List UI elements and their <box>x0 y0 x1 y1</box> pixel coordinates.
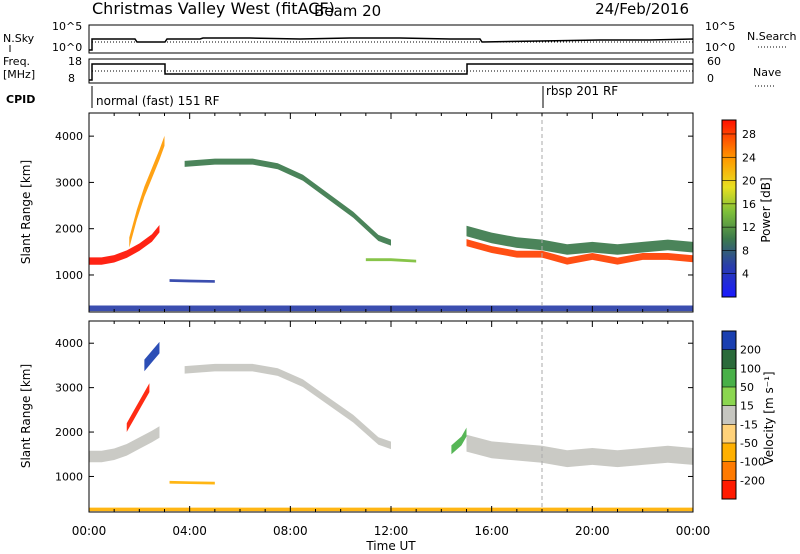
power-colorbar-tick-label: 8 <box>742 244 749 257</box>
power-panel: 1000 2000 3000 4000 Slant Range [km] <box>19 112 694 313</box>
x-tick-label: 20:00 <box>575 524 610 538</box>
velocity-colorbar: -200 -100 -50 -15 15 50 100 200 Velocity [m s⁻¹… <box>721 330 776 500</box>
velocity-band-0 <box>89 426 160 463</box>
power-colorbar-tick-label: 28 <box>742 128 756 141</box>
x-tick-label: 08:00 <box>273 524 308 538</box>
velocity-colorbar-tick-label: 50 <box>740 381 754 394</box>
freq-label: Freq. <box>3 55 30 68</box>
velocity-colorbar-block <box>722 424 736 443</box>
plot-title: Christmas Valley West (fitACF) <box>92 0 335 18</box>
velocity-ylabel: Slant Range [km] <box>19 364 33 468</box>
velocity-band-1 <box>126 383 150 432</box>
freq-unit: [MHz] <box>3 68 35 81</box>
x-tick-label: 00:00 <box>72 524 107 538</box>
nsearch-tick-bottom: 10^0 <box>705 41 735 54</box>
power-ytick-label: 1000 <box>55 269 83 282</box>
x-tick-label: 16:00 <box>474 524 509 538</box>
power-band-3 <box>466 239 693 265</box>
power-colorbar-label: Power [dB] <box>759 177 773 242</box>
power-ylabel: Slant Range [km] <box>19 160 33 264</box>
velocity-colorbar-tick-label: -15 <box>740 418 758 431</box>
power-colorbar: 4 8 12 16 20 24 28 Power [dB] <box>721 119 773 298</box>
velocity-panel: 1000 2000 3000 4000 Slant Range [km] <box>19 320 694 513</box>
velocity-colorbar-tick-label: -100 <box>740 456 765 469</box>
power-band-6 <box>169 279 215 283</box>
velocity-colorbar-label: Velocity [m s⁻¹] <box>762 371 776 464</box>
power-colorbar-tick-label: 4 <box>742 268 749 281</box>
power-band-1 <box>129 135 165 248</box>
velocity-colorbar-tick-label: 200 <box>740 344 761 357</box>
beam-label: Beam 20 <box>314 2 381 20</box>
nave-label: Nave <box>753 66 781 79</box>
velocity-colorbar-block <box>722 331 736 350</box>
velocity-colorbar-tick-label: 15 <box>740 400 754 413</box>
x-axis: 00:00 04:00 08:00 12:00 16:00 20:00 00:00 <box>72 524 711 538</box>
power-colorbar-tick-label: 24 <box>742 151 756 164</box>
velocity-colorbar-tick-label: -200 <box>740 474 765 487</box>
velocity-ytick-label: 2000 <box>55 426 83 439</box>
velocity-ytick-label: 1000 <box>55 470 83 483</box>
cpid-mode-normal: normal (fast) 151 RF <box>96 94 220 108</box>
nave-tick-top: 60 <box>707 55 721 68</box>
freq-tick-top: 18 <box>68 55 82 68</box>
freq-tick-bottom: 8 <box>68 72 75 85</box>
x-tick-label: 04:00 <box>172 524 207 538</box>
velocity-colorbar-block <box>722 387 736 406</box>
nsky-tick-top: 10^5 <box>52 20 82 33</box>
freq-trace <box>89 63 693 81</box>
power-colorbar-ticks: 4 8 12 16 20 24 28 <box>722 128 756 281</box>
nsky-label: N.Sky <box>3 32 35 45</box>
velocity-colorbar-block <box>722 368 736 387</box>
velocity-band-4 <box>466 434 693 468</box>
x-tick-label: 12:00 <box>374 524 409 538</box>
velocity-band-5 <box>451 427 467 455</box>
velocity-ytick-label: 4000 <box>55 337 83 350</box>
velocity-colorbar-block <box>722 349 736 369</box>
velocity-band-6 <box>169 480 215 485</box>
velocity-colorbar-block <box>722 443 736 462</box>
power-ytick-label: 2000 <box>55 223 83 236</box>
nsearch-tick-top: 10^5 <box>705 20 735 33</box>
power-band-0 <box>89 225 160 265</box>
nsearch-label: N.Search <box>747 30 797 43</box>
nave-tick-bottom: 0 <box>707 72 714 85</box>
power-band-5 <box>365 258 417 263</box>
velocity-colorbar-block <box>722 461 736 481</box>
velocity-band-2 <box>144 341 160 372</box>
velocity-colorbar-blocks <box>722 331 736 499</box>
nsky-trace <box>89 37 694 51</box>
cpid-label: CPID <box>6 93 35 106</box>
power-axes: 1000 2000 3000 4000 <box>55 113 694 312</box>
velocity-colorbar-block <box>722 480 736 499</box>
cpid-row: CPID normal (fast) 151 RF rbsp 201 RF <box>6 84 618 108</box>
nsky-strip: N.Sky 10^5 10^0 N.Search 10^5 10^0 <box>3 20 797 54</box>
velocity-ytick-label: 3000 <box>55 382 83 395</box>
power-colorbar-tick-label: 20 <box>742 175 756 188</box>
x-axis-label: Time UT <box>365 539 416 553</box>
velocity-colorbar-ticks: -200 -100 -50 -15 15 50 100 200 <box>722 344 765 487</box>
date-label: 24/Feb/2016 <box>595 0 689 18</box>
freq-strip: Freq. [MHz] 18 8 Nave 60 0 <box>3 55 781 87</box>
velocity-colorbar-tick-label: -50 <box>740 437 758 450</box>
velocity-colorbar-tick-label: 100 <box>740 362 761 375</box>
power-colorbar-tick-label: 16 <box>742 198 756 211</box>
nsky-tick-bottom: 10^0 <box>52 41 82 54</box>
power-band-4 <box>466 225 693 255</box>
cpid-mode-rbsp: rbsp 201 RF <box>546 84 618 98</box>
power-ytick-label: 3000 <box>55 176 83 189</box>
power-ytick-label: 4000 <box>55 130 83 143</box>
x-tick-label: 00:00 <box>676 524 711 538</box>
velocity-colorbar-block <box>722 405 736 425</box>
power-colorbar-tick-label: 12 <box>742 221 756 234</box>
